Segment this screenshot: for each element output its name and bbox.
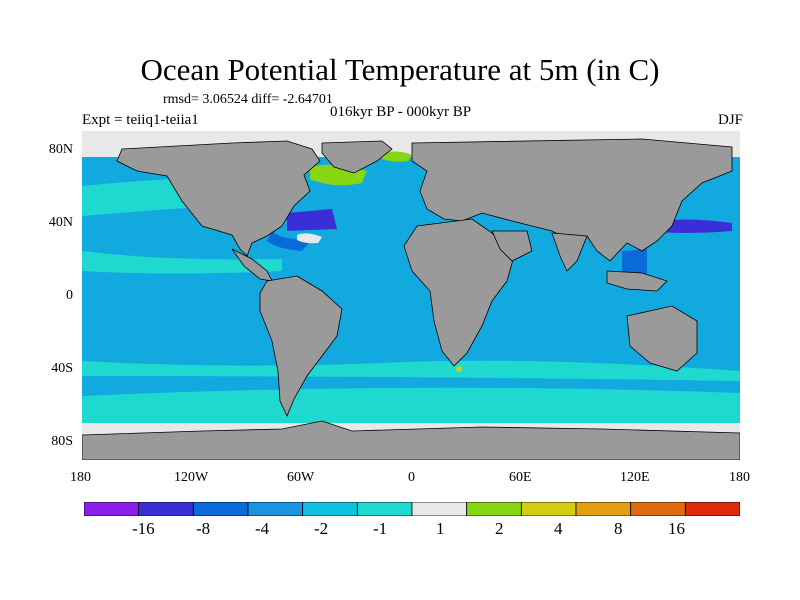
colorbar-swatch	[302, 501, 358, 517]
southern-ocean-cyan	[82, 387, 740, 423]
colorbar-label-1: 1	[436, 519, 445, 538]
colorbar-swatch	[575, 501, 632, 517]
colorbar-swatch	[247, 501, 304, 517]
maritime-continent	[606, 270, 668, 292]
period-label: 016kyr BP - 000kyr BP	[330, 104, 472, 120]
stats-label: rmsd= 3.06524 diff= -2.64701	[163, 92, 333, 107]
colorbar-label-neg16: -16	[132, 519, 155, 538]
lon-label-60e: 60E	[509, 470, 532, 485]
colorbar-swatch	[356, 501, 413, 517]
colorbar-swatch	[192, 501, 249, 517]
colorbar-swatch	[630, 501, 686, 517]
gulf-stream-cold	[287, 209, 337, 231]
east-pacific-cyan	[82, 251, 282, 274]
west-atlantic-blue	[267, 231, 312, 251]
subtropical-near-zero	[297, 233, 322, 244]
colorbar-swatch	[684, 501, 741, 517]
lon-label-180e: 180	[729, 470, 750, 485]
india	[551, 232, 588, 272]
arabia	[491, 230, 533, 262]
australia	[626, 305, 698, 372]
lat-label-80n: 80N	[48, 142, 73, 157]
colorbar-swatch	[466, 501, 522, 517]
north-america	[116, 140, 321, 257]
colorbar-swatch	[138, 501, 194, 517]
colorbar-swatch	[83, 501, 140, 517]
colorbar-label-16: 16	[668, 519, 685, 538]
plot-title: Ocean Potential Temperature at 5m (in C)	[140, 52, 660, 87]
colorbar-label-2: 2	[495, 519, 504, 538]
antarctica	[82, 420, 740, 460]
experiment-label: Expt = teiiq1-teiia1	[82, 112, 199, 128]
greenland	[321, 140, 393, 174]
colorbar-label-neg2: -2	[314, 519, 329, 538]
lat-label-40s: 40S	[51, 361, 73, 376]
colorbar-label-4: 4	[554, 519, 563, 538]
colorbar-swatch	[411, 501, 468, 517]
colorbar-swatch	[520, 501, 577, 517]
south-subtropic-cyan	[82, 360, 740, 381]
lon-label-120w: 120W	[174, 470, 209, 485]
nordic-warm	[382, 151, 412, 162]
lon-label-180w: 180	[70, 470, 91, 485]
colorbar-label-neg4: -4	[255, 519, 270, 538]
colorbar-swatches	[83, 501, 741, 517]
colorbar	[83, 501, 741, 517]
lat-label-0: 0	[66, 288, 73, 303]
lat-label-40n: 40N	[48, 215, 73, 230]
lon-label-60w: 60W	[287, 470, 315, 485]
lat-label-80s: 80S	[51, 434, 73, 449]
map-panel	[82, 131, 740, 460]
world-map	[82, 131, 740, 460]
land-masses	[82, 138, 740, 460]
season-label: DJF	[717, 112, 743, 128]
agulhas-warm	[456, 366, 462, 372]
colorbar-label-neg8: -8	[196, 519, 211, 538]
colorbar-label-8: 8	[614, 519, 623, 538]
colorbar-label-neg1: -1	[373, 519, 388, 538]
lon-label-120e: 120E	[620, 470, 650, 485]
lon-label-0: 0	[408, 470, 415, 485]
south-america	[259, 275, 343, 417]
